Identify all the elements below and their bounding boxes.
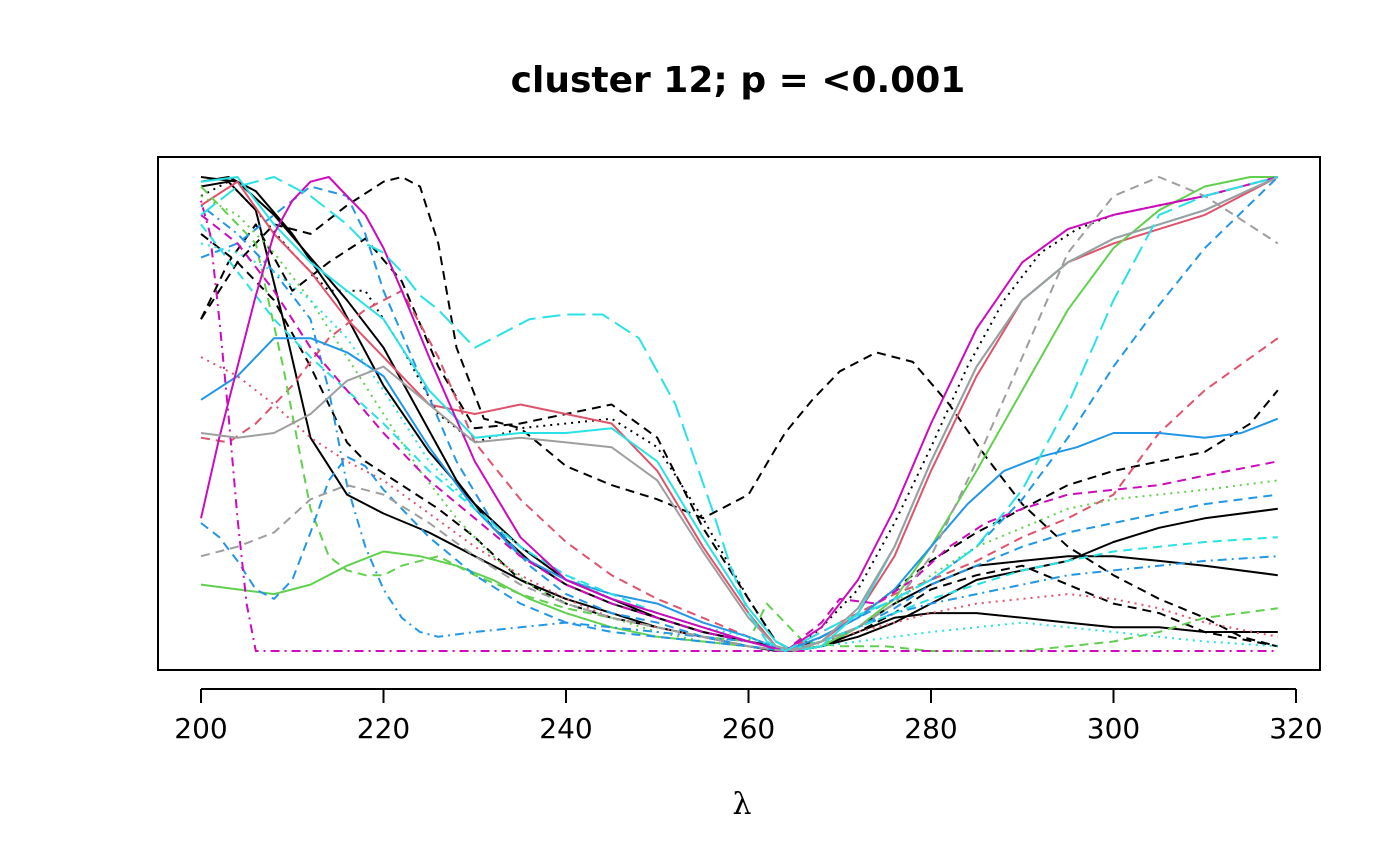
series-line-19 [200,223,1278,652]
series-line-9 [200,289,1279,652]
x-tick-label: 300 [1087,712,1140,745]
x-tick-label: 260 [722,712,775,745]
series-line-2 [200,180,1278,652]
series-layer [200,176,1279,652]
series-line-3 [200,176,1278,652]
series-line-22 [200,200,1278,652]
series-line-6 [200,176,1279,652]
series-line-27 [200,176,1279,652]
x-tick-label: 240 [539,712,592,745]
series-line-10 [200,356,1278,652]
series-line-1 [200,176,1278,652]
series-line-18 [200,176,1279,652]
series-line-23 [200,214,1278,652]
x-tick-label: 320 [1269,712,1322,745]
plot-frame [157,156,1321,671]
series-line-26 [200,176,1279,652]
series-line-7 [200,233,1278,652]
series-line-4 [200,176,1279,648]
chart-title: cluster 12; p = <0.001 [511,60,966,101]
series-line-12 [200,185,1278,652]
series-line-15 [200,176,1279,652]
x-axis: 200 220 240 260 280 300 320 [174,688,1323,745]
series-line-21 [200,176,1279,652]
series-line-8 [200,176,1279,652]
series-line-17 [200,185,1278,652]
series-line-25 [200,176,1279,652]
series-line-11 [200,176,1278,652]
x-tick-label: 200 [174,712,227,745]
series-line-5 [200,223,1279,652]
x-axis-label: λ [732,787,751,822]
series-line-14 [200,337,1279,652]
x-tick-label: 220 [357,712,410,745]
x-tick-label: 280 [904,712,957,745]
